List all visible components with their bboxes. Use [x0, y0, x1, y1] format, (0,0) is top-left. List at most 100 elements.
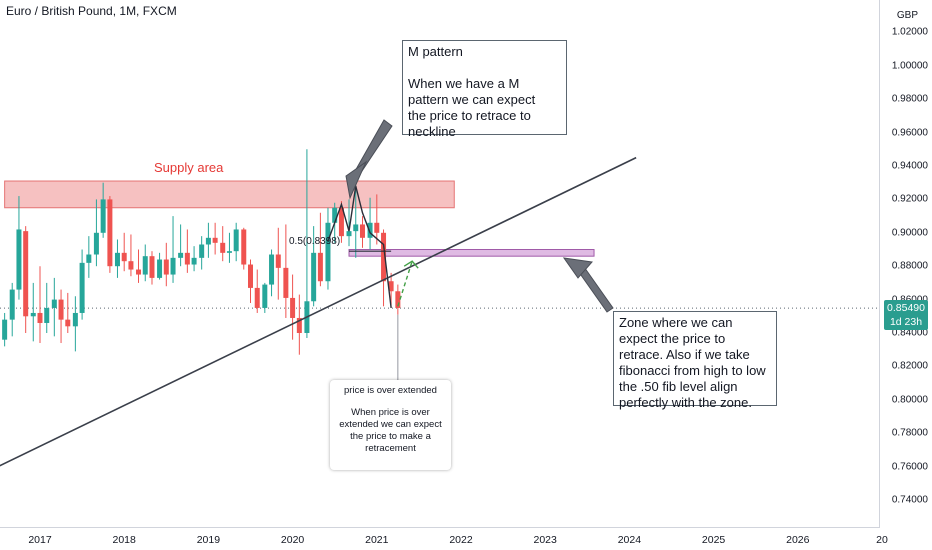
candle-body — [121, 252, 127, 262]
candle-body — [311, 252, 317, 302]
candle-body — [93, 232, 99, 255]
m-pattern-path — [327, 185, 392, 309]
price-tick: 0.84000 — [891, 327, 928, 339]
candle-body — [226, 251, 232, 253]
bar-countdown: 1d 23h — [889, 316, 923, 328]
candle-body — [248, 264, 253, 288]
zone-note[interactable]: Zone where we can expect the price to re… — [613, 311, 777, 410]
candle-body — [254, 287, 260, 308]
price-tick: 0.96000 — [891, 127, 928, 139]
candle-body — [220, 242, 226, 253]
trendline — [0, 156, 637, 467]
supply-zone — [4, 180, 455, 209]
candle-body — [51, 299, 57, 308]
time-axis[interactable]: 2017 2018 2019 2020 2021 2022 2023 2024 2025 2026… — [0, 527, 888, 550]
callout-line: extended we can expect — [339, 419, 442, 430]
note-line: the .50 fib level align — [619, 379, 738, 394]
candle-body — [128, 261, 134, 270]
note-line: neckline — [408, 124, 456, 139]
candle-body — [338, 207, 344, 237]
candle-body — [37, 312, 43, 323]
year-tick: 2017 — [28, 534, 52, 546]
m-pattern-title: M pattern — [408, 44, 463, 59]
candle-body — [107, 199, 113, 267]
price-axis[interactable]: GBP 0.74000 0.76000 0.78000 0.80000 0.82000 0… — [879, 0, 932, 550]
candle-body — [72, 312, 78, 327]
candle-body — [23, 231, 29, 317]
note-line: Zone where we can — [619, 315, 733, 330]
candle-body — [262, 284, 268, 308]
candle-body — [325, 222, 331, 282]
year-tick: 2020 — [280, 534, 305, 546]
candle-body — [199, 244, 205, 258]
retrace-arrow-head — [403, 260, 419, 269]
candle-body — [58, 299, 64, 320]
candle-body — [296, 317, 302, 333]
candle-body — [157, 259, 163, 278]
chart-plot-area[interactable] — [0, 0, 880, 528]
price-tick: 0.76000 — [891, 461, 928, 473]
candle-body — [2, 319, 8, 340]
overextended-callout[interactable]: price is over extended When price is ove… — [330, 380, 451, 470]
candle-body — [275, 254, 281, 268]
year-tick: 2026 — [786, 534, 810, 546]
candle-body — [367, 222, 373, 238]
candle-body — [100, 199, 106, 233]
candle-body — [290, 297, 296, 318]
candle-body — [212, 237, 218, 243]
candle-body — [359, 224, 365, 238]
callout-line: When price is over — [351, 407, 430, 418]
callout-line: the price to make a — [350, 431, 431, 442]
m-pattern-arrow-head — [345, 160, 368, 200]
price-tick: 1.02000 — [891, 26, 928, 38]
note-line: fibonacci from high to low — [619, 363, 766, 378]
candle-body — [283, 267, 289, 298]
candle-body — [388, 281, 394, 292]
symbol-title: Euro / British Pound, 1M, FXCM — [6, 4, 177, 18]
candle-body — [381, 232, 387, 282]
candle-body — [205, 237, 211, 245]
year-tick: 2023 — [533, 534, 557, 546]
year-tick: 2022 — [449, 534, 473, 546]
candle-body — [9, 289, 15, 320]
note-line: When we have a M — [408, 76, 520, 91]
candle-body — [86, 254, 92, 263]
price-tick: 0.94000 — [891, 160, 928, 172]
callout-line: retracement — [365, 443, 416, 454]
price-tick: 0.92000 — [891, 193, 928, 205]
fib-level-label[interactable]: 0.5(0.8398) — [289, 236, 341, 247]
candle-body — [16, 229, 22, 290]
candle-body — [353, 224, 359, 232]
price-tick: 1.00000 — [891, 60, 928, 72]
last-price-badge: 0.85490 1d 23h — [884, 300, 928, 330]
price-tick: 0.80000 — [891, 394, 928, 406]
price-tick: 0.88000 — [891, 260, 928, 272]
year-tick: 2018 — [112, 534, 136, 546]
callout-title: price is over extended — [344, 385, 437, 396]
price-tick: 0.98000 — [891, 93, 928, 105]
retrace-arrow — [397, 260, 413, 307]
year-tick: 2025 — [701, 534, 726, 546]
candle-body — [346, 231, 352, 237]
note-line: pattern we can expect — [408, 92, 536, 107]
retracement-zone — [348, 249, 595, 257]
candle-body — [184, 252, 190, 265]
last-price-value: 0.85490 — [887, 302, 925, 314]
candle-body — [136, 269, 142, 275]
m-pattern-note[interactable]: M pattern When we have a M pattern we ca… — [402, 40, 567, 139]
candle-body — [269, 254, 275, 285]
supply-area-label[interactable]: Supply area — [154, 160, 224, 175]
candle-body — [395, 291, 401, 308]
candle-body — [374, 222, 380, 233]
price-tick: 0.90000 — [891, 227, 928, 239]
candle-body — [142, 256, 148, 275]
candle-body — [170, 257, 176, 275]
year-tick: 20 — [876, 534, 888, 546]
candle-body — [65, 319, 71, 327]
price-tick: 0.86000 — [892, 294, 928, 305]
candle-body — [191, 257, 197, 265]
zone-arrow-head — [562, 257, 593, 279]
price-tick: 0.82000 — [891, 360, 928, 372]
note-line: the price to retrace to — [408, 108, 531, 123]
candle-body — [149, 256, 155, 278]
